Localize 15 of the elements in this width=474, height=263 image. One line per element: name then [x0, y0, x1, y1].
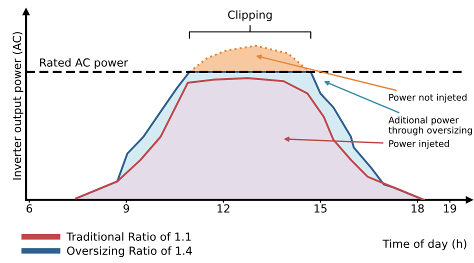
annotation: Power not injeted: [389, 94, 466, 103]
x-tick-label: 15: [314, 204, 327, 213]
text: Clipping: [228, 10, 272, 22]
legend-label: Oversizing Ratio of 1.4: [67, 246, 192, 258]
x-tick-label: 6: [26, 204, 32, 213]
x-tick-label: 19: [444, 204, 456, 213]
annotation: Power injeted: [389, 140, 449, 149]
annotation: Aditional power through oversizing: [388, 116, 472, 136]
x-tick-label: 9: [124, 204, 130, 213]
x-axis-title: Time of day (h): [382, 239, 466, 250]
x-tick-label: 12: [218, 204, 230, 212]
legend-label: Traditional Ratio of 1.1: [66, 232, 191, 241]
x-tick-label: 18: [412, 204, 424, 213]
y-axis-title: Inverter output power (AC): [12, 32, 24, 180]
ref-line-label: Rated AC power: [40, 58, 128, 69]
